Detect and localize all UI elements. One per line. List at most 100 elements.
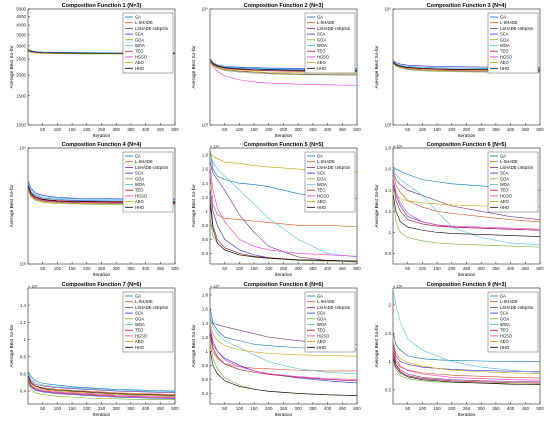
legend-label: TEO [317,49,325,54]
y-tick-label: 1.8 [385,146,392,151]
y-tick-label: 5000 [16,7,26,12]
y-axis-label: Average Best So-far [191,324,197,368]
y-tick-label: 1.2 [202,195,209,200]
y-exponent-label: × 10⁴ [210,144,220,149]
x-tick-label: 50 [40,127,45,132]
x-tick-label: 350 [309,266,317,271]
legend-label: WOA [135,182,145,187]
series-line-6 [209,316,358,375]
legend-label: AEO [135,199,144,204]
legend-label: SCA [135,32,144,37]
series-line-1 [28,372,176,392]
x-tick-label: 50 [222,406,227,411]
legend-label: SCA [317,171,326,176]
x-tick-label: 250 [98,406,106,411]
x-tick-label: 150 [68,406,76,411]
x-tick-label: 200 [448,127,456,132]
x-tick-label: 200 [265,127,273,132]
series-line-4 [209,190,358,262]
legend-label: L-SHADE [317,20,335,25]
chart-panel-7: Composition Function 7 (N=6) 50 100 150 200 2… [9,282,179,418]
legend-label: AEO [317,199,326,204]
legend-label: LSHADE-cnEpSin [135,26,169,31]
x-tick-label: 300 [295,127,303,132]
series-line-8 [392,179,541,230]
legend-label: SCA [500,171,509,176]
series-line-10 [393,358,541,386]
x-tick-label: 450 [522,406,530,411]
legend-label: TEO [135,328,143,333]
chart-panel-2: Composition Function 2 (N=3) 50 100 150 200 2… [191,3,361,139]
legend-label: HGSO [135,54,147,59]
y-tick-label: 1.8 [202,153,209,158]
x-tick-label: 100 [236,127,244,132]
x-tick-label: 500 [353,127,361,132]
x-tick-label: 450 [157,266,165,271]
y-tick-label: 1 [389,230,392,235]
y-tick-label: 2 [389,303,392,308]
chart-title: Composition Function 4 (N=4) [62,142,142,148]
x-tick-label: 350 [127,266,135,271]
legend-label: HHO [317,345,326,350]
y-tick-label: 0.8 [20,354,27,359]
legend-label: SCA [500,32,509,37]
series-line-2 [392,350,541,379]
x-tick-label: 100 [419,266,427,271]
legend-label: LSHADE-cnEpSin [317,165,351,170]
x-tick-label: 350 [309,406,317,411]
series-line-3 [209,161,358,263]
y-axis-label: Average Best So-far [374,324,380,368]
y-exponent-label: × 10⁴ [393,284,403,289]
legend-label: L-SHADE [135,20,153,25]
legend-label: GOA [500,37,509,42]
x-tick-label: 50 [222,127,227,132]
series-line-10 [209,204,358,262]
legend-label: GOA [135,316,144,321]
x-tick-label: 500 [171,406,179,411]
x-tick-label: 200 [83,266,91,271]
legend-label: TEO [500,49,508,54]
series-line-9 [392,341,541,374]
x-tick-label: 350 [492,127,500,132]
x-tick-label: 450 [339,127,347,132]
y-tick-label: 0.4 [202,251,209,256]
y-tick-label: 10³ [20,262,27,267]
y-axis-label: Average Best So-far [9,184,15,228]
legend-label: AEO [317,339,326,344]
y-axis-label: Average Best So-far [374,45,380,89]
x-tick-label: 150 [250,406,258,411]
x-tick-label: 450 [339,266,347,271]
y-tick-label: 1.6 [385,167,392,172]
y-tick-label: 1.4 [202,321,209,326]
y-tick-label: 0.8 [202,363,209,368]
x-tick-label: 200 [83,127,91,132]
series-line-3 [28,375,176,394]
chart-title: Composition Function 8 (N=6) [244,282,324,288]
x-axis-label: Iteration [458,412,476,418]
y-tick-label: 3500 [16,32,26,37]
chart-title: Composition Function 5 (N=5) [244,142,324,148]
series-line-2 [28,378,176,395]
y-exponent-label: × 10⁴ [210,284,220,289]
x-tick-label: 250 [280,127,288,132]
y-tick-label: 10³ [202,123,209,128]
legend-label: HGSO [317,333,329,338]
x-axis-label: Iteration [275,272,293,278]
legend-label: SCA [500,311,509,316]
y-tick-label: 10³ [385,123,392,128]
legend-label: TEO [500,188,508,193]
x-tick-label: 50 [405,406,410,411]
series-line-4 [209,330,358,384]
x-tick-label: 400 [142,406,150,411]
y-tick-label: 1.4 [20,303,27,308]
y-tick-label: 1.4 [202,181,209,186]
x-tick-label: 250 [98,266,106,271]
x-tick-label: 150 [433,127,441,132]
x-tick-label: 300 [295,266,303,271]
x-tick-label: 500 [536,127,544,132]
series-line-8 [209,169,358,257]
series-line-2 [209,176,358,228]
x-tick-label: 100 [419,127,427,132]
y-tick-label: 2000 [16,73,26,78]
